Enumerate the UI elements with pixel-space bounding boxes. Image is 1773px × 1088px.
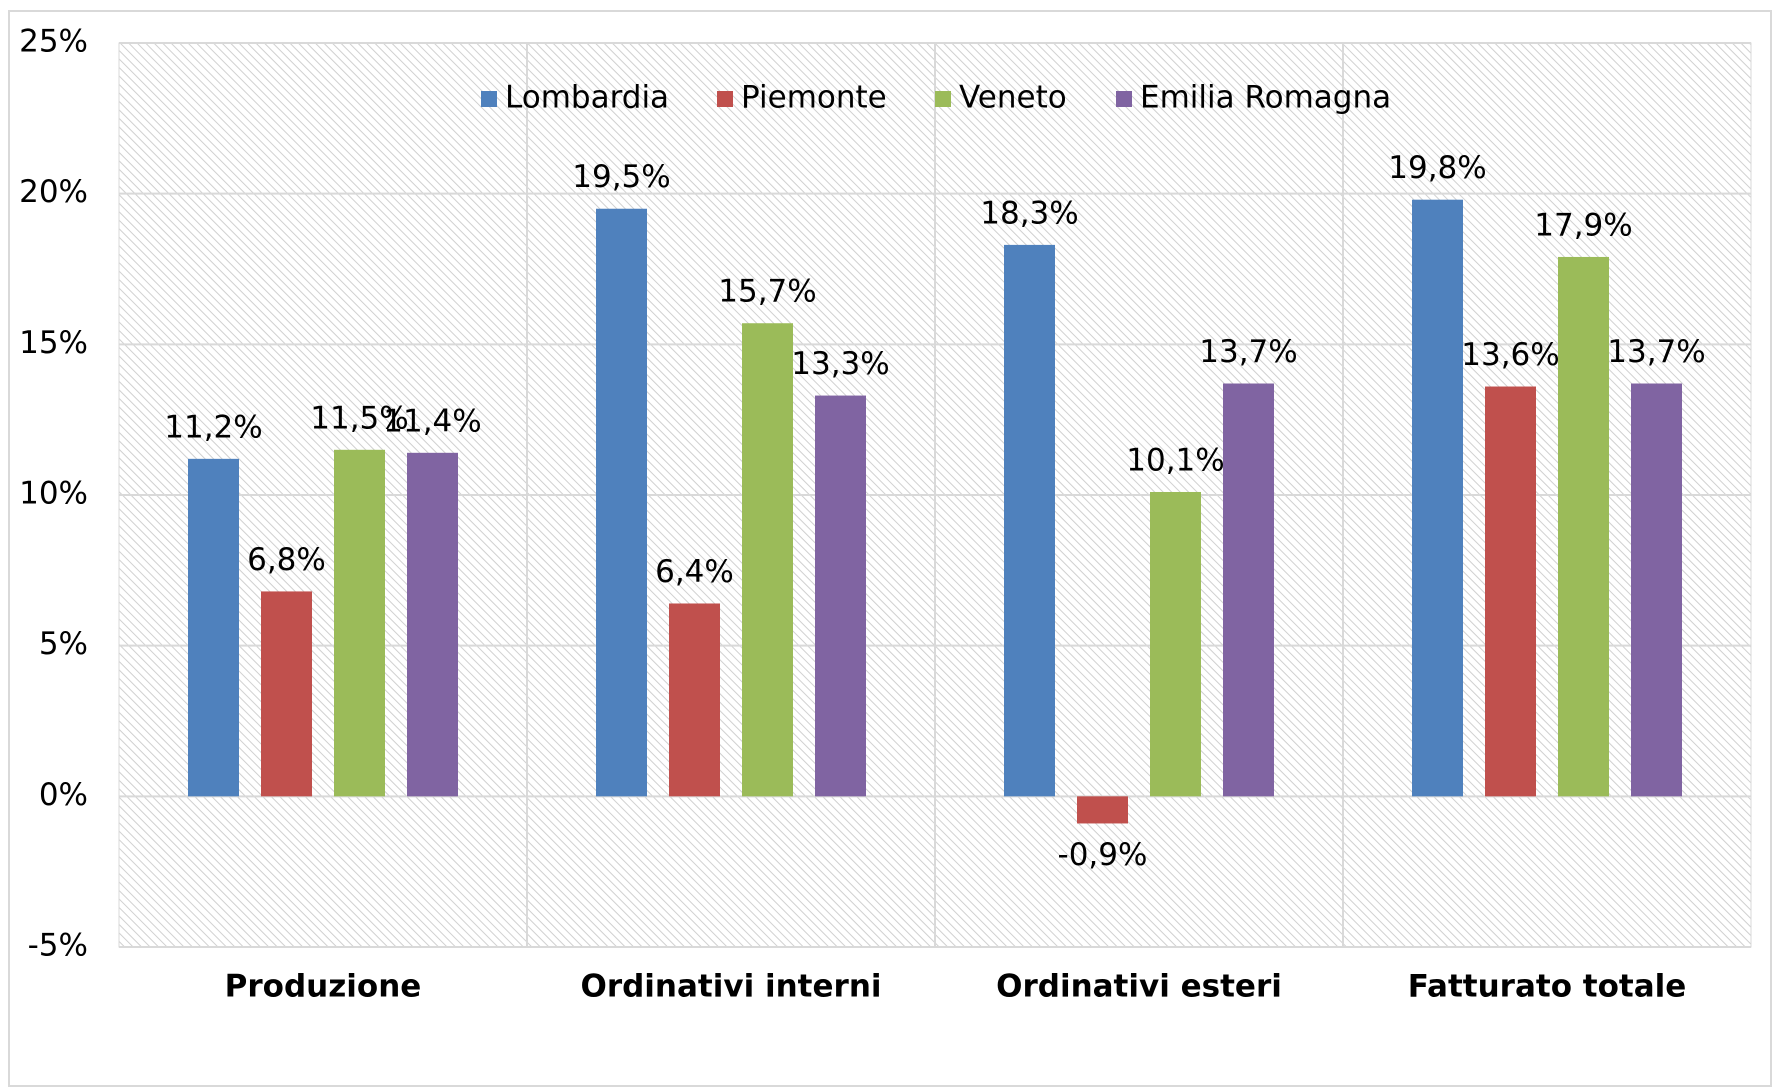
data-label: 11,2% xyxy=(164,409,262,445)
data-label: 13,7% xyxy=(1607,334,1705,370)
bar xyxy=(669,603,720,797)
data-label: 6,8% xyxy=(247,542,326,578)
legend-swatch xyxy=(481,91,497,107)
x-tick-label: Ordinativi interni xyxy=(580,969,881,1005)
y-tick-label: 5% xyxy=(39,626,88,662)
bar xyxy=(1485,386,1536,797)
bar xyxy=(334,449,385,797)
legend-swatch xyxy=(717,91,733,107)
data-label: 11,5% xyxy=(310,400,408,436)
data-label: -0,9% xyxy=(1058,837,1148,873)
y-tick-label: 0% xyxy=(39,777,88,813)
bar xyxy=(1558,256,1609,797)
bar xyxy=(1223,383,1274,797)
legend-label: Piemonte xyxy=(741,80,887,116)
bar xyxy=(1631,383,1682,797)
x-tick-label: Fatturato totale xyxy=(1408,969,1687,1005)
legend-swatch xyxy=(935,91,951,107)
x-tick-label: Ordinativi esteri xyxy=(996,969,1282,1005)
legend-label: Lombardia xyxy=(505,80,669,116)
bar xyxy=(407,452,458,797)
bar xyxy=(261,591,312,797)
legend-swatch xyxy=(1116,91,1132,107)
data-label: 13,7% xyxy=(1199,334,1297,370)
y-tick-label: 15% xyxy=(19,325,88,361)
data-label: 19,8% xyxy=(1388,150,1486,186)
bar xyxy=(1077,796,1128,824)
data-label: 11,4% xyxy=(383,403,481,439)
data-label: 19,5% xyxy=(572,159,670,195)
bar xyxy=(1004,244,1055,797)
bar xyxy=(1412,199,1463,797)
bar xyxy=(596,208,647,797)
data-label: 13,3% xyxy=(791,346,889,382)
y-tick-label: 20% xyxy=(19,174,88,210)
y-tick-label: -5% xyxy=(28,928,88,964)
data-label: 18,3% xyxy=(980,195,1078,231)
y-tick-label: 10% xyxy=(19,476,88,512)
y-tick-label: 25% xyxy=(19,24,88,60)
data-label: 17,9% xyxy=(1534,207,1632,243)
data-label: 15,7% xyxy=(718,274,816,310)
bar xyxy=(188,458,239,797)
x-tick-label: Produzione xyxy=(225,969,422,1005)
legend-label: Emilia Romagna xyxy=(1140,80,1391,116)
bar xyxy=(742,323,793,797)
data-label: 6,4% xyxy=(655,554,734,590)
legend-label: Veneto xyxy=(959,80,1067,116)
data-label: 10,1% xyxy=(1126,442,1224,478)
bar xyxy=(1150,491,1201,797)
bar xyxy=(815,395,866,797)
data-label: 13,6% xyxy=(1461,337,1559,373)
